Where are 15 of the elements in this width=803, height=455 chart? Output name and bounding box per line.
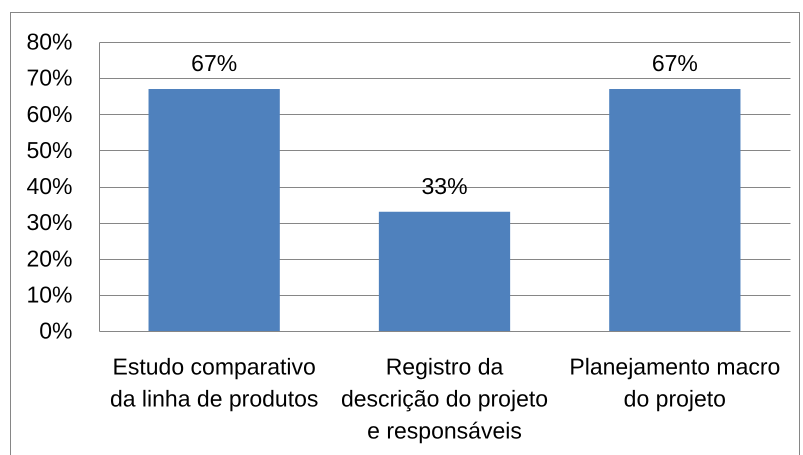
data-label: 67%: [652, 50, 698, 76]
y-tick-label: 70%: [26, 64, 72, 91]
x-tick-label: Registro da descrição do projeto e responsáveis: [340, 354, 548, 444]
y-tick-label: 20%: [26, 245, 72, 272]
y-tick-label: 80%: [26, 28, 72, 54]
x-tick-label: Estudo comparativo da linha de produtos: [110, 354, 318, 412]
y-tick-label: 40%: [26, 173, 72, 199]
data-label: 33%: [421, 172, 468, 199]
data-label: 67%: [191, 50, 238, 76]
y-tick-label: 10%: [26, 281, 72, 308]
y-tick-label: 60%: [26, 100, 72, 127]
x-tick-label: Planejamento macro do projeto: [569, 354, 780, 412]
y-tick-label: 30%: [26, 209, 72, 236]
y-tick-label: 50%: [26, 136, 72, 163]
y-tick-label: 0%: [39, 318, 72, 344]
